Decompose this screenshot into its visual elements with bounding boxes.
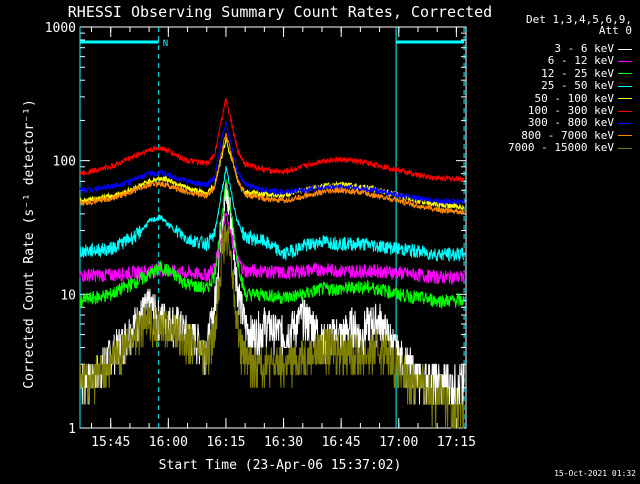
x-tick-label: 17:15 [437,435,476,450]
chart-title: RHESSI Observing Summary Count Rates, Co… [68,3,492,21]
series-line-9 [79,223,465,429]
series-line-4 [79,165,465,263]
x-tick-label: 16:00 [149,435,188,450]
x-tick-label: 16:30 [264,435,303,450]
series-line-3 [79,179,465,309]
legend-swatch [618,98,632,100]
legend-swatch [618,85,632,87]
legend-label: 50 - 100 keV [534,91,614,105]
legend-swatch [618,73,632,75]
legend-entry: 25 - 50 keV [541,79,632,93]
night-label: N [163,39,168,49]
legend-entry: 6 - 12 keV [547,54,632,68]
legend-header: Det 1,3,4,5,6,9, Att 0 [526,13,632,37]
series-line-1 [79,181,465,405]
x-tick-label: 16:45 [322,435,361,450]
series-line-8 [79,132,465,215]
legend-label: 12 - 25 keV [541,66,614,80]
plot-area: 1 10 100 1000 15:45 16:00 16:15 16:30 16:45 17:00… [45,21,476,450]
series-line-6 [79,97,465,183]
legend-entry: 3 - 6 keV [554,42,632,55]
x-tick-label: 17:00 [379,435,418,450]
x-tick-label: 15:45 [91,435,130,450]
series-line-7 [79,121,465,206]
legend-label: 300 - 800 keV [527,116,614,130]
legend-entry: 50 - 100 keV [534,91,632,105]
legend-swatch [618,122,632,124]
legend-entry: 300 - 800 keV [527,116,632,130]
legend-label: 100 - 300 keV [527,104,614,117]
legend-swatch [618,110,632,112]
legend-swatch [618,147,632,149]
legend-label: 3 - 6 keV [554,42,614,55]
footer-timestamp: 15-Oct-2021 01:32 [554,469,636,478]
legend-entry: 12 - 25 keV [541,66,632,80]
legend-label: 25 - 50 keV [541,79,614,93]
legend-label: 6 - 12 keV [547,54,614,68]
legend-entry: 800 - 7000 keV [521,128,632,142]
legend-label: 800 - 7000 keV [521,128,614,142]
y-tick-label: 100 [53,155,76,170]
x-axis-label: Start Time (23-Apr-06 15:37:02) [159,458,402,473]
y-tick-label: 1000 [45,21,76,36]
legend-swatch [618,135,632,137]
legend-swatch [618,48,632,50]
legend-label: 7000 - 15000 keV [508,141,614,155]
y-tick-label: 1 [68,422,76,437]
x-tick-label: 16:15 [206,435,245,450]
legend-swatch [618,60,632,62]
legend-entry: 100 - 300 keV [527,104,632,117]
y-axis-label: Corrected Count Rate (s⁻¹ detector⁻¹) [22,99,37,389]
legend-entry: 7000 - 15000 keV [508,141,632,155]
y-tick-label: 10 [60,288,76,303]
